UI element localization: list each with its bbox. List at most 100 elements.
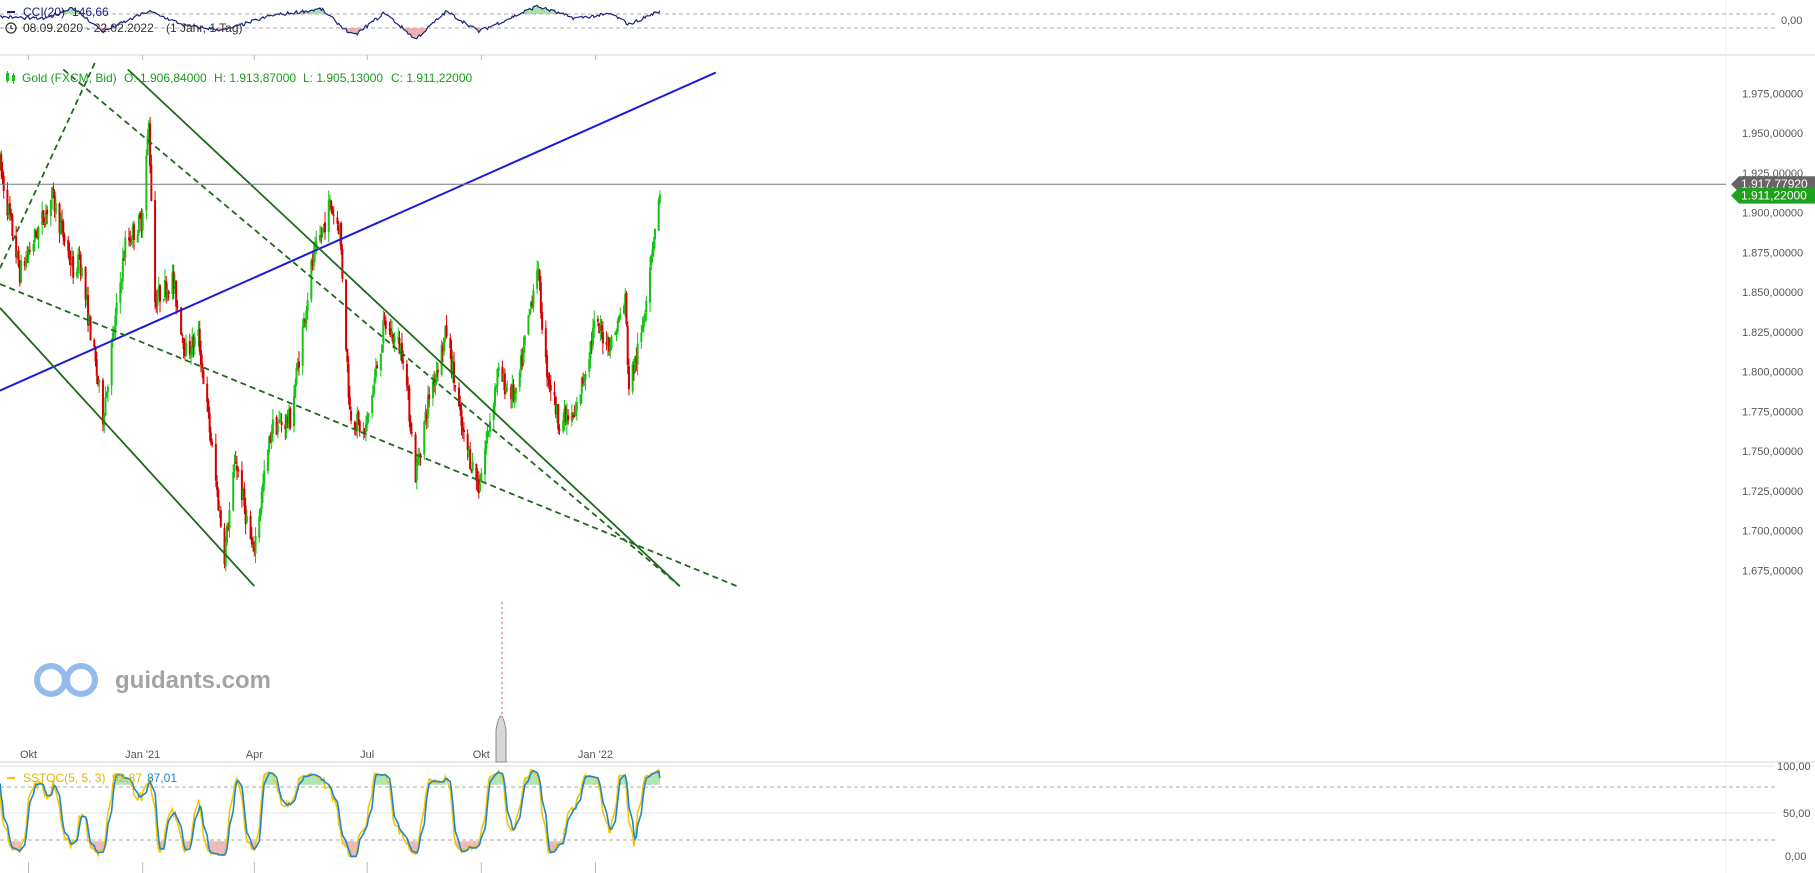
candle-body [618,316,621,322]
price-tick-label: 1.725,00000 [1742,486,1803,498]
candle-body [454,385,457,387]
candle-body [640,332,643,342]
candle-body [431,381,434,399]
stoch-overbought-fill [652,773,654,785]
trendline-green-dashed-1[interactable] [62,68,681,587]
date-range-legend[interactable]: 08.09.2020 - 22.02.2022 (1 Jahr, 1 Tag) [5,21,243,35]
candle-body [541,311,544,330]
stoch-overbought-fill [590,776,592,785]
candle-body [80,267,83,277]
candle-body [383,318,386,320]
candle-body [531,301,534,306]
candle-body [583,378,586,382]
trendlines[interactable] [0,61,738,587]
trendline-green-lower-channel[interactable] [0,307,255,587]
candle-body [137,215,140,234]
candle-body [310,260,313,300]
candle-body [28,249,31,252]
cci-oversold-fill [348,28,350,33]
candle-body [479,484,482,491]
candle-body [367,412,370,418]
candle-body [284,424,287,429]
candle-body [20,260,23,283]
candle-body [328,198,331,203]
candle-body [95,359,98,376]
candle-body [278,419,281,424]
candle-body [193,337,196,346]
candle-body [435,371,438,377]
candle-body [619,314,622,319]
stoch-overbought-fill [316,776,321,785]
candle-body [493,387,496,407]
candle-body [32,243,35,252]
candle-body [233,464,236,472]
candle-body [523,335,526,346]
candle-body [650,255,653,266]
clock-icon [5,22,17,34]
candle-body [397,337,400,339]
stoch-k-value: 92,87 [112,771,142,785]
candle-body [399,345,402,355]
cci-overbought-fill [70,7,72,14]
stoch-overbought-fill [305,776,307,785]
stoch-oversold-fill [218,841,220,856]
trendline-blue-uptrend[interactable] [0,71,717,392]
trendline-green-upper-channel[interactable] [127,68,681,587]
candle-body [445,325,448,337]
stoch-oversold-fill [210,841,213,854]
candle-body [424,411,427,422]
candle-body [390,331,393,340]
candle-body [345,279,348,350]
candle-body [580,377,583,394]
trendline-green-dashed-3[interactable] [0,61,97,269]
candle-body [87,295,90,326]
candle-body [240,470,243,501]
candle-body [214,444,217,481]
candle-body [269,435,272,442]
candle-body [384,320,387,329]
candle-body [409,421,412,432]
candle-body [353,422,356,430]
candle-body [171,272,174,295]
candle-body [415,462,418,481]
candle-body [89,316,92,341]
candle-body [166,289,169,299]
cci-overbought-fill [69,7,71,14]
stoch-oversold-fill [462,841,464,852]
trendline-green-dashed-2[interactable] [0,283,738,587]
candle-body [254,535,257,554]
candle-body [105,391,108,398]
candle-body [130,242,133,244]
candle-body [159,285,162,302]
candle-body [94,348,97,362]
candle-body [285,415,288,429]
candle-body [636,343,639,365]
candle-body [372,385,375,398]
stoch-legend[interactable]: SSTOC(5, 5, 3) 92,87 87,01 [7,771,177,785]
candle-body [510,386,513,399]
candle-body [338,224,341,236]
candle-body [379,353,382,371]
cci-overbought-fill [547,9,549,14]
cci-overbought-fill [539,7,541,14]
candle-body [346,348,349,363]
candle-body [219,510,222,527]
instrument-legend[interactable]: Gold (FXCM, Bid) O: 1.906,84000 H: 1.913… [6,71,473,85]
stoch-overbought-fill [654,769,659,785]
x-tick-label: Jan '21 [125,749,160,761]
candle-body [512,384,515,401]
stoch-oversold-fill [220,841,225,856]
candle-body [321,227,324,235]
ohlc-open: O: 1.906,84000 [124,71,207,85]
candle-body [72,256,75,278]
cci-legend[interactable]: CCI(20) 146,66 [7,5,109,19]
candle-body [226,525,229,543]
price-tick-label: 1.825,00000 [1742,327,1803,339]
april-low-marker[interactable] [495,715,507,763]
candle-body [536,270,539,289]
candle-body [128,237,131,241]
candle-body [58,203,61,233]
candle-body [79,254,82,275]
price-axis: 1.975,000001.950,000001.925,000001.900,0… [1742,88,1803,577]
